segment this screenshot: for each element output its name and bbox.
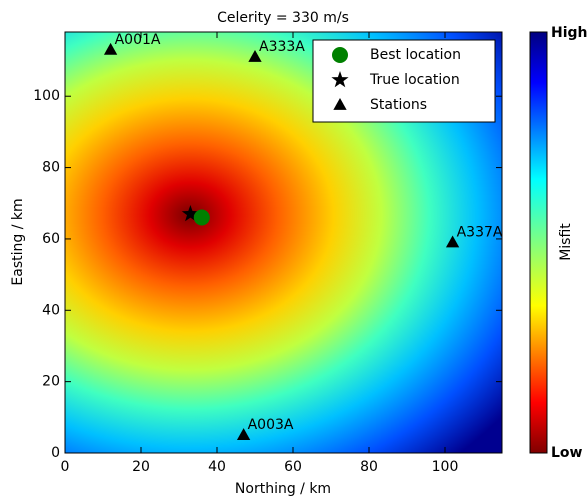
x-tick-label: 60 bbox=[284, 459, 302, 475]
legend-label: True location bbox=[369, 72, 460, 88]
point bbox=[193, 209, 210, 226]
point bbox=[248, 49, 262, 62]
y-tick-label: 60 bbox=[42, 231, 60, 247]
y-tick-label: 80 bbox=[42, 160, 60, 176]
legend-label: Best location bbox=[370, 47, 461, 63]
legend-marker bbox=[331, 71, 349, 88]
point-label: A003A bbox=[248, 417, 294, 433]
legend-marker bbox=[332, 47, 348, 63]
x-tick-label: 80 bbox=[360, 459, 378, 475]
colorbar-label: Misfit bbox=[558, 223, 574, 261]
x-tick-label: 0 bbox=[61, 459, 70, 475]
colorbar-high: High bbox=[551, 25, 587, 41]
chart-title: Celerity = 330 m/s bbox=[217, 10, 349, 26]
point bbox=[445, 235, 460, 248]
point-label: A333A bbox=[259, 39, 305, 55]
plot-frame bbox=[64, 31, 503, 454]
y-axis-label: Easting / km bbox=[10, 198, 26, 285]
x-axis-label: Northing / km bbox=[235, 481, 331, 497]
point-label: A337A bbox=[457, 225, 503, 241]
point-label: A001A bbox=[115, 32, 161, 48]
colorbar-low: Low bbox=[551, 445, 583, 461]
point bbox=[103, 42, 118, 55]
point bbox=[181, 205, 199, 222]
y-tick-label: 20 bbox=[42, 374, 60, 390]
colorbar bbox=[529, 31, 548, 454]
legend-label: Stations bbox=[370, 97, 427, 113]
legend-marker bbox=[333, 98, 347, 110]
y-tick-label: 40 bbox=[42, 302, 60, 318]
y-tick-label: 0 bbox=[51, 445, 60, 461]
x-tick-label: 20 bbox=[132, 459, 150, 475]
x-tick-label: 40 bbox=[208, 459, 226, 475]
point bbox=[236, 428, 251, 441]
y-tick-label: 100 bbox=[33, 88, 60, 104]
x-tick-label: 100 bbox=[432, 459, 459, 475]
